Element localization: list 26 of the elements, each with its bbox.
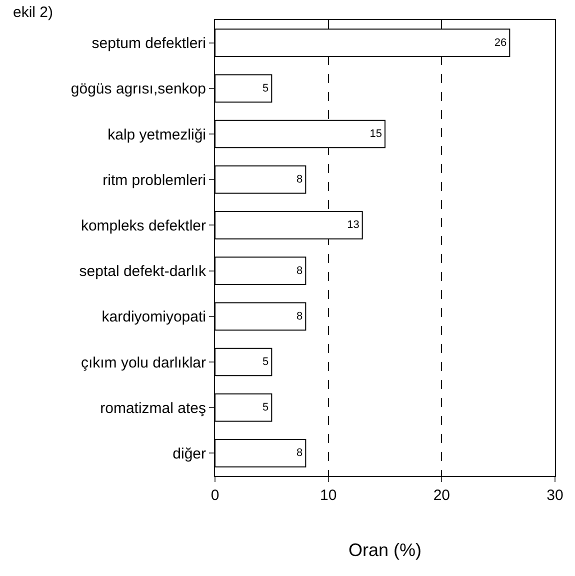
y-tick-label: kalp yetmezliği [108,126,206,144]
data-label: 8 [296,174,303,186]
data-label: 8 [296,447,303,460]
x-tick-label: 0 [210,487,220,504]
y-tick-label: romatizmal ateş [100,400,206,417]
data-label: 8 [296,264,303,277]
y-tick-label: ritm problemleri [102,172,206,189]
y-tick-label: septum defektleri [92,35,206,52]
data-label: 5 [262,82,269,94]
data-label: 15 [370,128,382,140]
x-axis-title: Oran (%) [348,540,422,560]
data-label: 8 [296,310,303,322]
y-tick-label: kompleks defektler [80,217,206,234]
data-label: 13 [347,219,360,232]
data-label: 5 [262,356,269,368]
data-label: 26 [494,36,507,49]
x-tick-label: 30 [546,487,564,504]
y-tick-label: diğer [172,445,206,462]
data-label: 5 [262,402,269,414]
y-tick-label: gögüs agrısı,senkop [70,80,206,98]
text: ekil 2) [13,4,54,21]
y-tick-label: septal defekt-darlık [79,263,206,280]
y-tick-label: çıkım yolu darlıklar [80,354,206,372]
y-tick-label: kardiyomiyopati [102,308,206,326]
x-tick-label: 10 [320,487,337,504]
x-tick-label: 20 [433,487,450,504]
